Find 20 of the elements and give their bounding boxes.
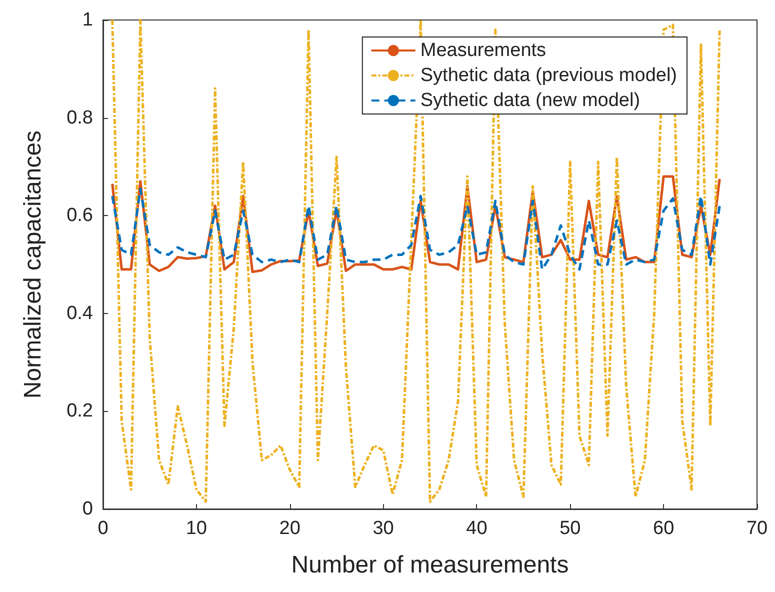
y-tick-label: 0.2: [66, 400, 93, 422]
x-tick-label: 60: [653, 518, 674, 539]
y-tick-label: 0.6: [66, 205, 93, 226]
x-tick-label: 10: [186, 518, 207, 539]
x-tick-label: 30: [372, 518, 394, 539]
x-tick-label: 0: [98, 518, 108, 539]
legend-label: Measurements: [420, 40, 546, 61]
y-tick-label: 0.8: [66, 107, 93, 128]
x-axis-title: Number of measurements: [291, 552, 569, 578]
x-tick-label: 70: [746, 518, 768, 539]
legend-label: Sythetic data (previous model): [420, 65, 678, 86]
y-tick-label: 0.4: [66, 302, 94, 324]
line-series: [111, 18, 721, 503]
legend-label: Sythetic data (new model): [420, 90, 640, 111]
x-tick-label: 50: [560, 518, 581, 539]
y-tick-label: 1: [82, 10, 93, 30]
y-tick-label: 0: [82, 498, 93, 520]
y-axis-title: Normalized capacitances: [20, 130, 46, 399]
x-tick-label: 40: [466, 518, 488, 539]
x-tick-label: 20: [279, 518, 300, 539]
